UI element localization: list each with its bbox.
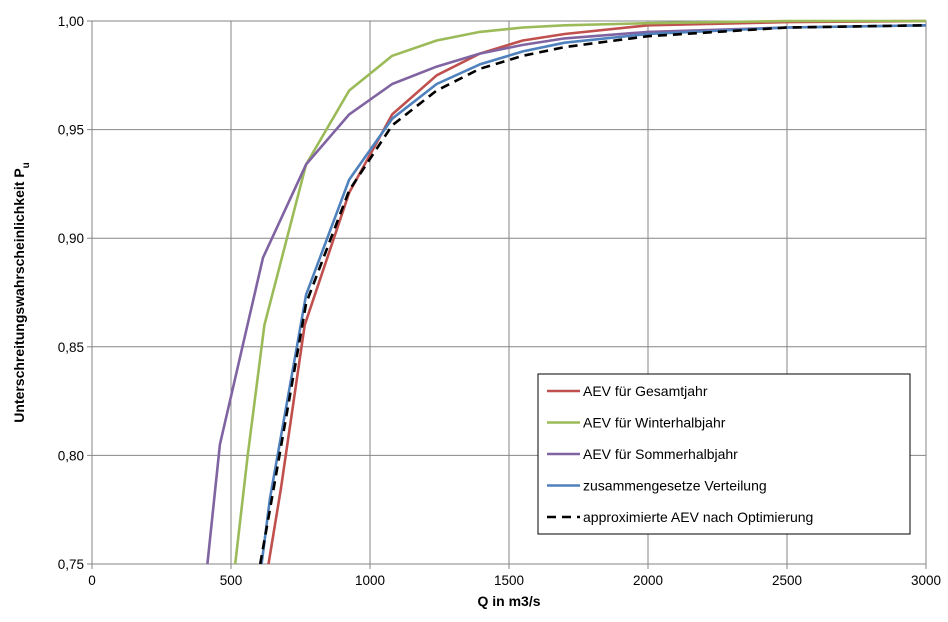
y-axis-title: Unterschreitungswahrscheinlichkeit Pu xyxy=(11,162,32,423)
y-axis-ticks: 0,75 0,80 0,85 0,90 0,95 1,00 xyxy=(58,14,92,572)
x-tick-label: 0 xyxy=(88,573,96,588)
y-tick-label: 0,85 xyxy=(58,340,84,355)
series-layer xyxy=(206,19,926,565)
y-axis-title-main: Unterschreitungswahrscheinlichkeit P xyxy=(11,168,27,422)
legend-box xyxy=(537,373,911,535)
x-axis-title: Q in m3/s xyxy=(477,593,540,609)
y-tick-label: 0,90 xyxy=(58,231,84,246)
legend-label-3: AEV für Sommerhalbjahr xyxy=(583,446,738,462)
y-axis-title-subscript: u xyxy=(21,162,32,168)
y-tick-label: 0,95 xyxy=(58,123,84,138)
series-line-1 xyxy=(267,19,926,565)
x-tick-label: 1500 xyxy=(494,573,524,588)
series-line-2 xyxy=(233,19,926,565)
series-line-4 xyxy=(260,24,926,565)
y-tick-label: 1,00 xyxy=(58,14,84,29)
legend-label-2: AEV für Winterhalbjahr xyxy=(583,415,726,431)
legend-label-1: AEV für Gesamtjahr xyxy=(583,383,708,399)
legend-label-5: approximierte AEV nach Optimierung xyxy=(583,509,813,525)
legend: AEV für Gesamtjahr AEV für Winterhalbjahr… xyxy=(537,373,911,535)
series-line-5 xyxy=(258,24,926,565)
x-tick-label: 1000 xyxy=(355,573,385,588)
x-tick-label: 500 xyxy=(220,573,243,588)
legend-items: AEV für Gesamtjahr AEV für Winterhalbjahr… xyxy=(547,383,813,525)
legend-label-4: zusammengesetze Verteilung xyxy=(583,478,767,494)
y-tick-label: 0,80 xyxy=(58,448,84,463)
x-tick-label: 2500 xyxy=(772,573,802,588)
series-line-3 xyxy=(206,24,926,565)
x-axis-ticks: 0 500 1000 1500 2000 2500 3000 xyxy=(88,564,941,588)
x-tick-label: 2000 xyxy=(633,573,663,588)
y-tick-label: 0,75 xyxy=(58,557,84,572)
x-tick-label: 3000 xyxy=(911,573,941,588)
